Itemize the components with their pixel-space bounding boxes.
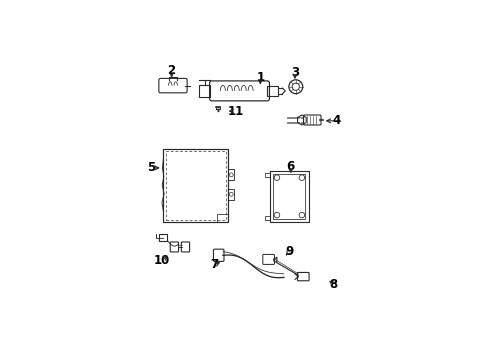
Bar [163,149,228,222]
Bar [217,214,228,222]
Bar [269,171,308,222]
Text: 2: 2 [167,64,175,77]
Bar [267,86,278,96]
Text: 4: 4 [332,114,340,127]
Bar [159,234,167,242]
Text: 3: 3 [290,66,299,79]
Text: 5: 5 [146,161,155,175]
Text: 1: 1 [256,71,264,84]
Text: 8: 8 [329,278,337,291]
Bar [264,173,269,177]
Text: 6: 6 [286,160,294,173]
Text: 9: 9 [285,244,293,258]
Text: 10: 10 [153,254,169,267]
Text: 11: 11 [227,105,243,118]
Bar [273,174,305,219]
Bar [199,85,210,97]
Bar [228,169,233,180]
Bar [228,189,233,200]
Text: 7: 7 [210,258,218,271]
Bar [165,151,226,220]
Bar [264,216,269,220]
